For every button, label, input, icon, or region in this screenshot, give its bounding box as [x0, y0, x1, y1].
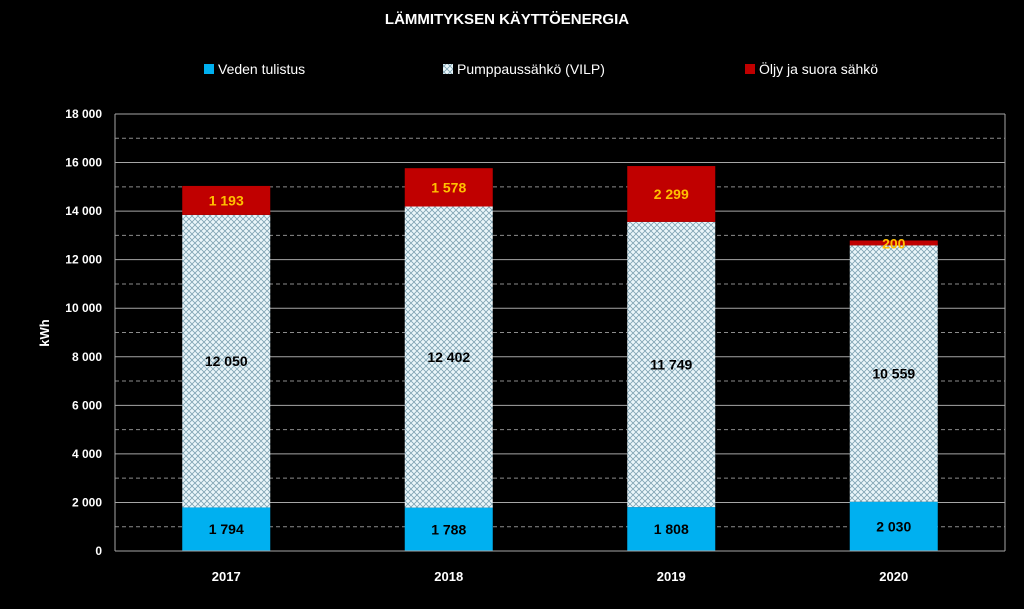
- bar-segment: [182, 214, 271, 508]
- y-tick-label: 14 000: [65, 204, 102, 218]
- x-axis: 2017 2018 2019 2020: [212, 569, 908, 584]
- x-tick-label: 2018: [434, 569, 463, 584]
- bar-segment: [627, 507, 716, 551]
- y-tick-label: 18 000: [65, 107, 102, 121]
- y-tick-label: 10 000: [65, 301, 102, 315]
- y-tick-label: 12 000: [65, 253, 102, 267]
- legend-label: Veden tulistus: [218, 61, 305, 77]
- data-label: 2 030: [876, 518, 911, 534]
- bar-segment: [849, 501, 938, 551]
- bars: 1 794 12 050 1 193 1 788 12 402 1 578 1 808 11 …: [182, 166, 938, 551]
- chart-title: LÄMMITYKSEN KÄYTTÖENERGIA: [385, 11, 629, 28]
- legend: Veden tulistus Pumppaussähkö (VILP) Öljy j…: [204, 60, 878, 77]
- bar-segment: [404, 168, 493, 207]
- data-label: 200: [882, 236, 906, 252]
- bar-segment: [849, 240, 938, 246]
- y-tick-label: 8 000: [72, 350, 102, 364]
- y-axis: 0 2 000 4 000 6 000 8 000 10 000 12 000 14 000 1…: [65, 107, 1006, 558]
- legend-label: Pumppaussähkö (VILP): [457, 61, 605, 77]
- data-label: 1 808: [654, 521, 689, 537]
- y-tick-label: 6 000: [72, 398, 102, 412]
- data-label: 1 794: [209, 521, 244, 537]
- legend-label: Öljy ja suora sähkö: [759, 60, 878, 77]
- y-tick-label: 16 000: [65, 156, 102, 170]
- bar-segment: [404, 507, 493, 551]
- y-tick-label: 2 000: [72, 495, 102, 509]
- x-tick-label: 2019: [657, 569, 686, 584]
- y-tick-label: 0: [95, 544, 102, 558]
- bar-segment: [627, 221, 716, 508]
- bar-segment: [627, 166, 716, 222]
- bar-segment: [182, 185, 271, 215]
- data-label: 1 193: [209, 192, 244, 208]
- data-label: 11 749: [650, 356, 692, 372]
- bar-segment: [182, 507, 271, 551]
- bar-segment: [404, 206, 493, 508]
- data-label: 1 578: [431, 179, 466, 195]
- data-label: 10 559: [872, 366, 915, 382]
- data-label: 12 402: [427, 349, 470, 365]
- legend-swatch: [204, 64, 214, 74]
- data-label: 2 299: [654, 186, 689, 202]
- data-label: 12 050: [205, 353, 248, 369]
- x-tick-label: 2020: [879, 569, 908, 584]
- legend-swatch: [443, 64, 453, 74]
- x-tick-label: 2017: [212, 569, 241, 584]
- data-label: 1 788: [431, 521, 466, 537]
- legend-swatch: [745, 64, 755, 74]
- y-axis-label: kWh: [37, 319, 52, 347]
- y-tick-label: 4 000: [72, 447, 102, 461]
- bar-segment: [849, 245, 938, 502]
